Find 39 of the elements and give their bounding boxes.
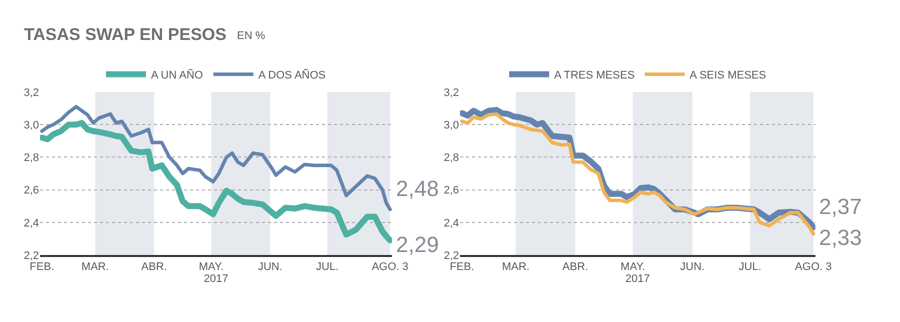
x-tick-label: AGO. 3 <box>372 260 408 273</box>
x-tick-label: MAR. <box>502 260 530 273</box>
x-axis-title: 2017 <box>204 272 228 285</box>
annotation: 2,48 <box>396 176 439 201</box>
chart-subtitle: EN % <box>237 30 266 42</box>
y-tick-label: 2,6 <box>444 184 459 197</box>
y-tick-label: 3,0 <box>444 119 459 132</box>
chart-title: TASAS SWAP EN PESOS <box>24 25 226 44</box>
x-tick-label: MAR. <box>81 260 109 273</box>
annotation: 2,33 <box>819 225 862 250</box>
x-tick-label: MAY. <box>620 260 646 273</box>
x-tick-label: ABR. <box>562 260 588 273</box>
y-tick-label: 3,2 <box>24 86 39 99</box>
y-tick-label: 2,4 <box>444 217 459 230</box>
legend-label: A DOS AÑOS <box>258 68 326 82</box>
x-tick-label: MAY. <box>198 260 224 273</box>
y-tick-label: 2,6 <box>24 184 39 197</box>
legend-label: A SEIS MESES <box>690 70 766 82</box>
annotation: 2,37 <box>819 194 862 219</box>
x-tick-label: FEB. <box>450 260 474 273</box>
annotation: 2,29 <box>396 232 439 257</box>
y-tick-label: 2,2 <box>24 250 39 262</box>
y-tick-label: 2,8 <box>24 152 39 164</box>
y-tick-label: 3,2 <box>444 86 459 99</box>
y-tick-label: 2,2 <box>444 250 459 262</box>
x-tick-label: FEB. <box>30 260 54 273</box>
line-series <box>40 104 392 212</box>
legend-label: A TRES MESES <box>554 70 635 82</box>
x-tick-label: JUN. <box>258 260 282 273</box>
y-tick-label: 3,0 <box>24 119 39 132</box>
x-tick-label: JUN. <box>680 260 705 273</box>
x-tick-label: AGO. 3 <box>795 260 832 273</box>
x-tick-label: JUL. <box>316 260 339 273</box>
y-tick-label: 2,8 <box>444 152 459 164</box>
y-tick-label: 2,4 <box>24 217 39 230</box>
x-axis-title: 2017 <box>625 272 650 285</box>
legend-label: A UN AÑO <box>150 68 204 82</box>
x-tick-label: ABR. <box>141 260 167 273</box>
x-tick-label: JUL. <box>738 260 762 273</box>
